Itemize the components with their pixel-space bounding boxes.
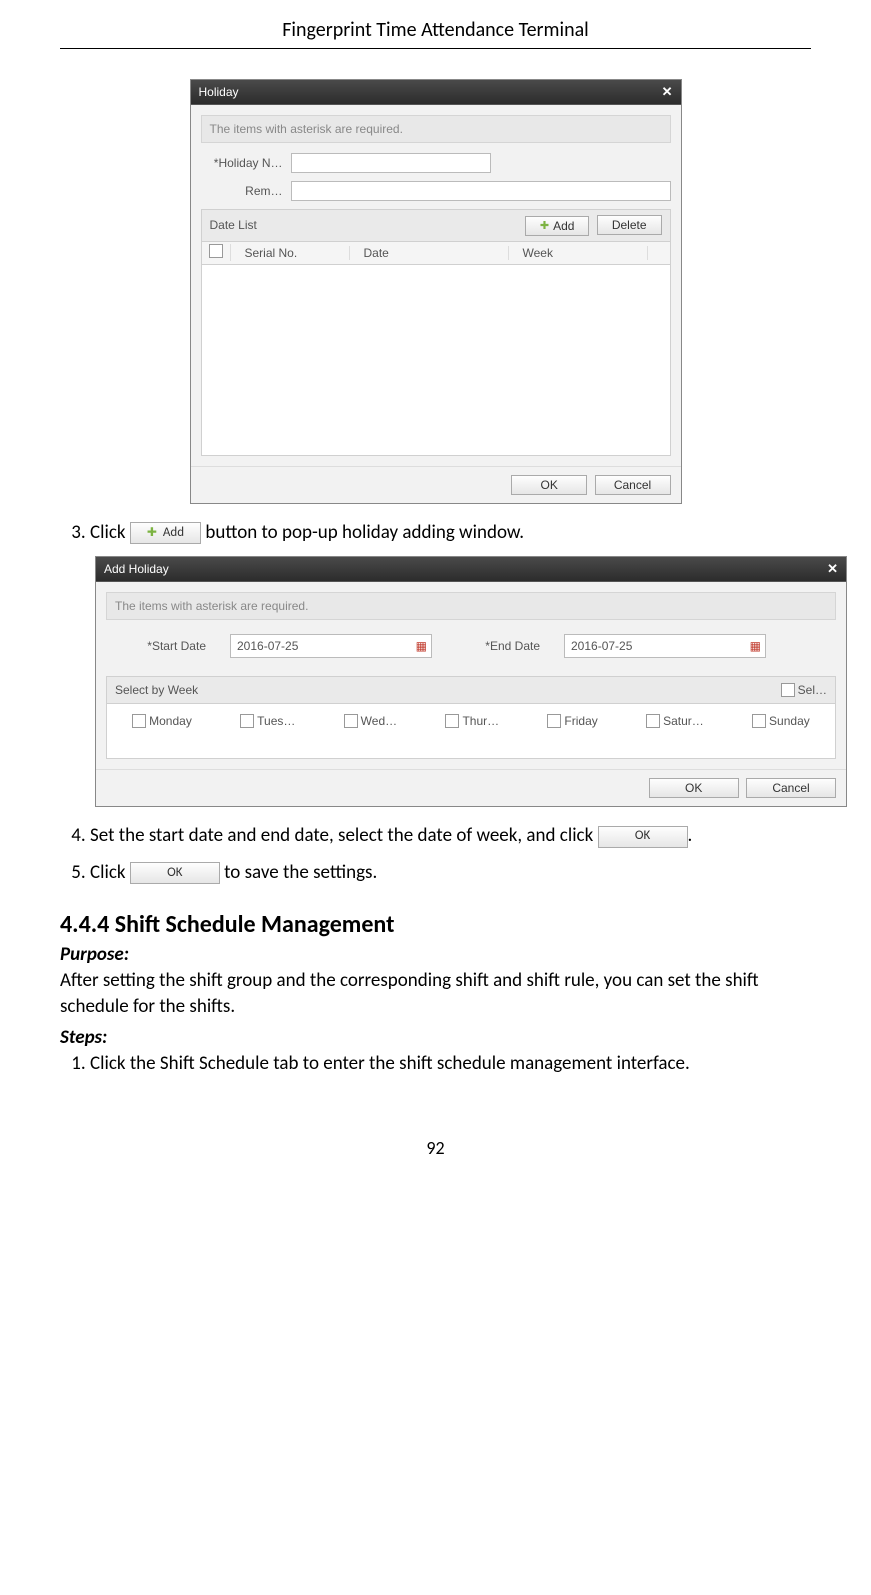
start-date-value: 2016-07-25 — [237, 639, 416, 653]
inline-ok-button[interactable]: OK — [130, 862, 220, 884]
step3-prefix: Click — [90, 521, 126, 544]
section-step-1: Click the Shift Schedule tab to enter th… — [90, 1051, 811, 1078]
add-holiday-dialog-title: Add Holiday — [104, 562, 169, 576]
close-icon[interactable]: ✕ — [827, 561, 838, 577]
weekday-friday[interactable]: Friday — [547, 714, 597, 728]
inline-add-button[interactable]: Add — [130, 522, 201, 544]
delete-date-button[interactable]: Delete — [597, 215, 662, 235]
remark-label: Rem… — [201, 184, 291, 198]
date-table-body — [201, 265, 671, 456]
weekday-thursday[interactable]: Thur… — [445, 714, 499, 728]
weekday-wednesday[interactable]: Wed… — [344, 714, 397, 728]
holiday-dialog: Holiday ✕ The items with asterisk are re… — [190, 79, 682, 504]
weekday-label: Thur… — [462, 714, 499, 728]
weekday-label: Wed… — [361, 714, 397, 728]
add-date-button[interactable]: Add — [525, 216, 590, 236]
purpose-label: Purpose: — [60, 943, 811, 966]
calendar-icon[interactable]: ▦ — [416, 639, 427, 653]
step3-suffix: button to pop-up holiday adding window. — [205, 521, 524, 544]
step4-suffix: . — [688, 824, 693, 847]
inline-ok-button[interactable]: OK — [598, 826, 688, 848]
checkbox-icon — [646, 714, 660, 728]
cancel-button[interactable]: Cancel — [595, 475, 671, 495]
end-date-value: 2016-07-25 — [571, 639, 750, 653]
step5-prefix: Click — [90, 861, 126, 884]
required-notice: The items with asterisk are required. — [106, 592, 836, 620]
page-footer: 92 — [60, 1137, 811, 1159]
checkbox-icon — [445, 714, 459, 728]
end-date-label: *End Date — [450, 639, 546, 653]
holiday-dialog-title: Holiday — [199, 85, 239, 99]
week-checkboxes: Monday Tues… Wed… Thur… Friday Satur… Su… — [106, 704, 836, 759]
weekday-label: Monday — [149, 714, 192, 728]
select-by-week-label: Select by Week — [115, 683, 198, 697]
weekday-sunday[interactable]: Sunday — [752, 714, 810, 728]
step-4: Set the start date and end date, select … — [90, 823, 811, 850]
date-list-bar: Date List Add Delete — [201, 209, 671, 242]
cancel-button[interactable]: Cancel — [746, 778, 836, 798]
date-table-header: Serial No. Date Week — [201, 242, 671, 265]
page-header: Fingerprint Time Attendance Terminal — [60, 0, 811, 49]
step4-prefix: Set the start date and end date, select … — [90, 824, 593, 847]
checkbox-icon — [781, 683, 795, 697]
weekday-saturday[interactable]: Satur… — [646, 714, 704, 728]
section-heading: 4.4.4 Shift Schedule Management — [60, 910, 811, 939]
weekday-label: Satur… — [663, 714, 704, 728]
end-date-input[interactable]: 2016-07-25 ▦ — [564, 634, 766, 658]
checkbox-icon — [547, 714, 561, 728]
checkbox-icon — [132, 714, 146, 728]
add-holiday-dialog: Add Holiday ✕ The items with asterisk ar… — [95, 556, 847, 807]
checkbox-icon — [344, 714, 358, 728]
required-notice: The items with asterisk are required. — [201, 115, 671, 143]
col-serial: Serial No. — [231, 246, 350, 260]
ok-button[interactable]: OK — [649, 778, 739, 798]
sel-label: Sel… — [798, 683, 827, 697]
step-3: Click Add button to pop-up holiday addin… — [90, 520, 811, 547]
holiday-name-input[interactable] — [291, 153, 491, 173]
steps-label: Steps: — [60, 1026, 811, 1049]
weekday-label: Friday — [564, 714, 597, 728]
close-icon[interactable]: ✕ — [662, 84, 673, 100]
select-all-checkbox[interactable] — [209, 244, 223, 258]
start-date-input[interactable]: 2016-07-25 ▦ — [230, 634, 432, 658]
checkbox-icon — [240, 714, 254, 728]
weekday-monday[interactable]: Monday — [132, 714, 192, 728]
calendar-icon[interactable]: ▦ — [750, 639, 761, 653]
remark-input[interactable] — [291, 181, 671, 201]
date-list-label: Date List — [210, 218, 257, 232]
col-date: Date — [350, 246, 509, 260]
start-date-label: *Start Date — [116, 639, 212, 653]
purpose-text: After setting the shift group and the co… — [60, 968, 811, 1019]
select-all-week[interactable]: Sel… — [781, 683, 827, 697]
ok-button[interactable]: OK — [511, 475, 587, 495]
checkbox-icon — [752, 714, 766, 728]
weekday-label: Sunday — [769, 714, 810, 728]
weekday-tuesday[interactable]: Tues… — [240, 714, 295, 728]
holiday-name-label: *Holiday N… — [201, 156, 291, 170]
step-5: Click OK to save the settings. — [90, 860, 811, 887]
col-week: Week — [509, 246, 648, 260]
step5-suffix: to save the settings. — [224, 861, 377, 884]
weekday-label: Tues… — [257, 714, 295, 728]
